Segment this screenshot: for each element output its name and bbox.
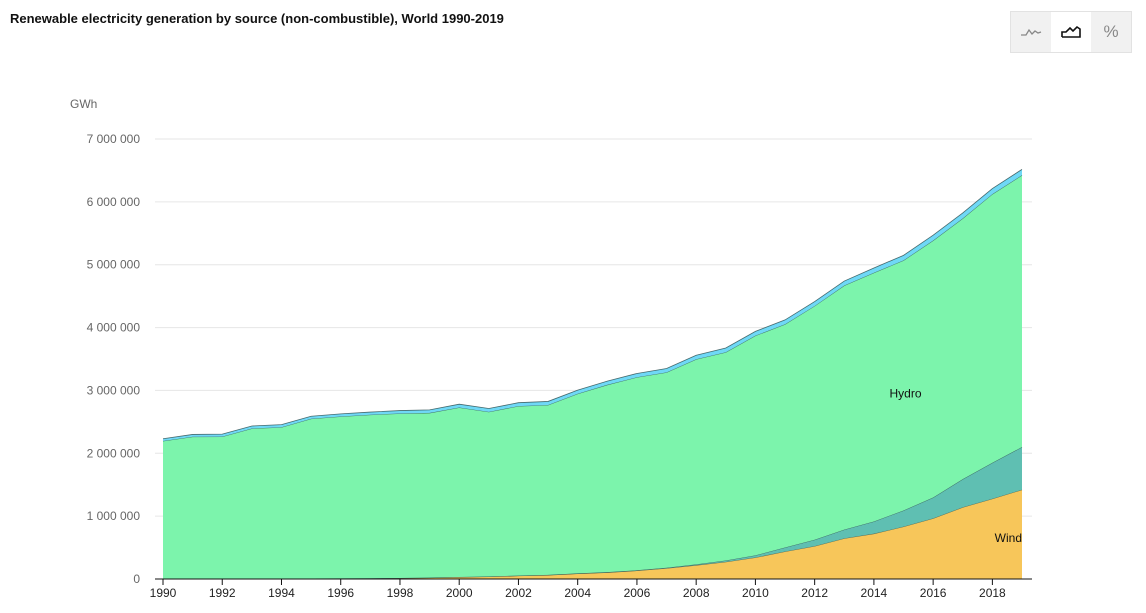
x-tick-label: 2008 [683, 586, 710, 600]
y-tick-label: 3 000 000 [87, 383, 141, 397]
x-tick-label: 2016 [920, 586, 947, 600]
x-tick-label: 2000 [446, 586, 473, 600]
line-chart-button[interactable] [1011, 12, 1051, 52]
y-tick-label: 7 000 000 [87, 132, 141, 146]
area-hydro [163, 175, 1022, 579]
x-tick-label: 2018 [979, 586, 1006, 600]
y-axis-label: GWh [70, 97, 97, 111]
area-outline [162, 446, 1023, 580]
area-wind [163, 489, 1022, 579]
x-tick-label: 2014 [861, 586, 888, 600]
x-tick-label: 2010 [742, 586, 769, 600]
area-chart-icon [1061, 25, 1081, 38]
series-label-wind: Wind [995, 531, 1022, 545]
line-chart-icon [1021, 28, 1042, 36]
area-chart-button[interactable] [1051, 12, 1091, 52]
area-series-1 [163, 447, 1022, 579]
percent-button[interactable]: % [1091, 12, 1131, 52]
x-tick-label: 1996 [327, 586, 354, 600]
series-label-hydro: Hydro [890, 387, 922, 401]
x-tick-label: 2002 [505, 586, 532, 600]
y-tick-label: 5 000 000 [87, 258, 141, 272]
x-tick-label: 2006 [624, 586, 651, 600]
y-tick-label: 0 [133, 572, 140, 586]
chart-type-toolbar: % [1010, 11, 1132, 53]
x-tick-label: 2004 [564, 586, 591, 600]
y-tick-label: 4 000 000 [87, 321, 141, 335]
x-tick-label: 1992 [209, 586, 236, 600]
percent-icon: % [1103, 22, 1119, 41]
chart-title: Renewable electricity generation by sour… [10, 11, 504, 26]
x-tick-label: 1994 [268, 586, 295, 600]
y-tick-label: 2 000 000 [87, 446, 141, 460]
area-series-3 [163, 169, 1022, 442]
x-tick-label: 2012 [801, 586, 828, 600]
y-tick-label: 6 000 000 [87, 195, 141, 209]
area-outline [162, 169, 1023, 440]
x-tick-label: 1998 [387, 586, 414, 600]
y-tick-label: 1 000 000 [87, 509, 141, 523]
x-tick-label: 1990 [150, 586, 177, 600]
